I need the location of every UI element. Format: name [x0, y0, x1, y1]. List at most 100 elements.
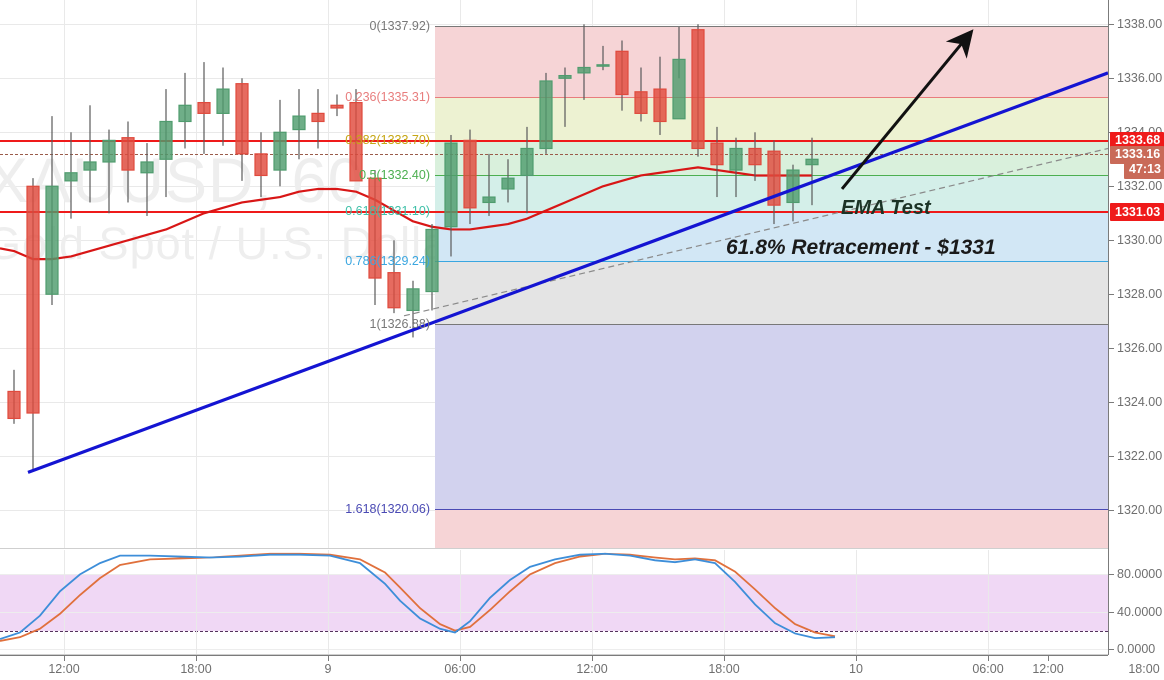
stochastic-grid-line — [0, 649, 1108, 651]
candle-body[interactable] — [463, 139, 477, 209]
candle-body[interactable] — [26, 185, 40, 414]
prev-close-badge[interactable]: 1333.16 — [1110, 145, 1164, 164]
fibonacci-level-label: 0.382(1333.70) — [345, 133, 430, 148]
price-tick-label: 1336.00 — [1117, 71, 1163, 86]
support-badge[interactable]: 1331.03 — [1110, 203, 1164, 222]
price-tick-label: 1324.00 — [1117, 395, 1163, 410]
candle-body[interactable] — [45, 185, 59, 295]
candle-body[interactable] — [159, 120, 173, 160]
stochastic-grid-line-v — [460, 550, 461, 655]
time-tick-label: 12:00 — [48, 662, 80, 676]
price-tick — [1109, 348, 1114, 350]
candle-body[interactable] — [140, 161, 154, 174]
price-tick-label: 1332.00 — [1117, 179, 1163, 194]
time-axis-line — [0, 655, 1108, 656]
candle-body[interactable] — [64, 172, 78, 182]
time-tick-label: 06:00 — [972, 662, 1004, 676]
time-tick — [856, 656, 857, 661]
candle-body[interactable] — [406, 288, 420, 312]
candle-body[interactable] — [653, 88, 667, 123]
price-axis-background — [1108, 0, 1164, 655]
candle-body[interactable] — [748, 147, 762, 166]
candle-body[interactable] — [691, 29, 705, 150]
price-tick — [1109, 510, 1114, 512]
candlestick-series[interactable] — [0, 0, 1108, 548]
price-tick-label: 1320.00 — [1117, 503, 1163, 518]
candle-body[interactable] — [387, 272, 401, 309]
time-tick — [460, 656, 461, 661]
fibonacci-level-line[interactable] — [435, 26, 1108, 28]
fibonacci-level-label: 0.618(1331.10) — [345, 203, 430, 218]
price-axis-line — [1108, 0, 1109, 655]
candle-body[interactable] — [767, 150, 781, 206]
time-tick-label: 12:00 — [1032, 662, 1064, 676]
time-tick-label: 10 — [849, 662, 863, 676]
stochastic-grid-line — [0, 574, 1108, 576]
candle-body[interactable] — [7, 390, 21, 420]
stochastic-tick — [1109, 649, 1114, 651]
time-tick-label: 06:00 — [444, 662, 476, 676]
stochastic-grid-line-v — [64, 550, 65, 655]
pane-divider-top — [0, 548, 1108, 549]
candle-body[interactable] — [520, 147, 534, 177]
candle-body[interactable] — [311, 112, 325, 123]
candle-body[interactable] — [178, 104, 192, 123]
candle-body[interactable] — [672, 58, 686, 120]
price-tick-label: 1328.00 — [1117, 287, 1163, 302]
time-tick — [592, 656, 593, 661]
stochastic-tick-label: 0.0000 — [1117, 642, 1156, 657]
candle-body[interactable] — [501, 177, 515, 190]
candle-body[interactable] — [729, 147, 743, 171]
candle-body[interactable] — [121, 137, 135, 171]
fibonacci-level-label: 0(1337.92) — [369, 19, 430, 34]
price-tick-label: 1326.00 — [1117, 341, 1163, 356]
candle-body[interactable] — [558, 74, 572, 79]
price-tick — [1109, 186, 1114, 188]
annotation-fib-retracement: 61.8% Retracement - $1331 — [726, 236, 996, 259]
stochastic-tick — [1109, 574, 1114, 576]
candle-body[interactable] — [482, 196, 496, 204]
time-tick-label: 18:00 — [1128, 662, 1160, 676]
fibonacci-level-line[interactable] — [435, 508, 1108, 510]
time-tick-label: 18:00 — [708, 662, 740, 676]
stochastic-threshold-line — [0, 630, 1108, 632]
stochastic-overbought-oversold-band — [0, 574, 1108, 631]
candle-body[interactable] — [577, 66, 591, 74]
candle-body[interactable] — [197, 101, 211, 114]
candle-body[interactable] — [615, 50, 629, 96]
fibonacci-level-label: 1(1326.88) — [369, 317, 430, 332]
candle-body[interactable] — [444, 142, 458, 228]
pane-divider-bottom — [0, 654, 1108, 655]
annotation-ema-test: EMA Test — [841, 197, 931, 219]
stochastic-grid-line — [0, 611, 1108, 613]
stochastic-grid-line-v — [856, 550, 857, 655]
candle-body[interactable] — [805, 158, 819, 166]
price-chart-pane[interactable]: XAUUSD, 60 Gold Spot / U.S. Dollar EMA T… — [0, 0, 1108, 548]
candle-body[interactable] — [216, 88, 230, 114]
time-tick-label: 9 — [324, 662, 332, 676]
candle-body[interactable] — [539, 80, 553, 150]
candle-body[interactable] — [102, 139, 116, 163]
last-price-badge[interactable]: 1333.68 — [1110, 131, 1164, 150]
stochastic-grid-line-v — [592, 550, 593, 655]
candle-body[interactable] — [786, 169, 800, 204]
time-tick — [64, 656, 65, 661]
countdown-badge[interactable]: 47:13 — [1124, 160, 1164, 179]
time-axis-background — [0, 655, 1164, 680]
candle-body[interactable] — [710, 142, 724, 166]
fibonacci-level-label: 0.5(1332.40) — [359, 168, 430, 183]
stochastic-grid-line-v — [196, 550, 197, 655]
candle-body[interactable] — [83, 161, 97, 171]
time-axis[interactable]: 12:00 18:00 9 06:00 12:00 18:00 10 06:00 12:00 18… — [0, 655, 1164, 680]
candle-body[interactable] — [596, 64, 610, 67]
candle-body[interactable] — [330, 104, 344, 109]
time-tick — [724, 656, 725, 661]
candle-body[interactable] — [292, 115, 306, 131]
price-tick — [1109, 402, 1114, 404]
price-axis[interactable]: 1338.001336.001334.001332.001330.001328.… — [1108, 0, 1164, 657]
fibonacci-level-label: 0.236(1335.31) — [345, 89, 430, 104]
stochastic-pane[interactable] — [0, 550, 1108, 655]
stochastic-tick-label: 40.0000 — [1117, 604, 1163, 619]
candle-body[interactable] — [634, 91, 648, 114]
